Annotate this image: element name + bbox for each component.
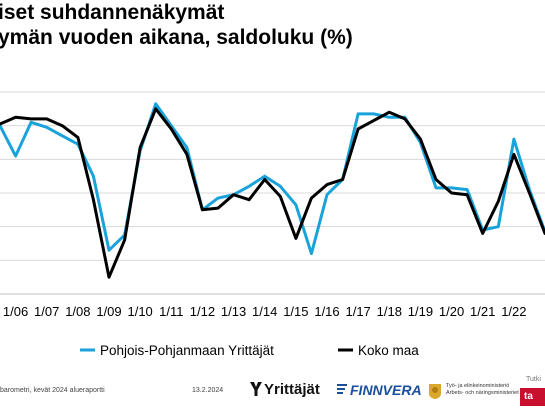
x-tick-label: 1/13	[221, 304, 246, 319]
x-tick-label: 1/07	[34, 304, 59, 319]
tutkimus-logo-box: ta	[520, 388, 545, 406]
x-tick-label: 1/20	[439, 304, 464, 319]
yrittajat-logo-text: Yrittäjät	[264, 381, 320, 398]
yrittajat-logo: Yrittäjät	[250, 380, 320, 398]
tem-line-2: Arbets- och näringsministeriet	[446, 390, 519, 396]
gridlines	[0, 91, 545, 295]
series-lines	[0, 102, 545, 279]
legend-label: Koko maa	[358, 343, 419, 358]
x-tick-label: 1/10	[127, 304, 152, 319]
tem-line-1: Työ- ja elinkeinoministeriö	[446, 383, 510, 389]
series-line-koko-maa	[0, 107, 545, 279]
chart-title-line-2: ymän vuoden aikana, saldoluku (%)	[0, 26, 353, 49]
finnvera-logo: FINNVERA	[336, 382, 422, 398]
chart-title: iset suhdannenäkymät ymän vuoden aikana,…	[0, 0, 353, 50]
x-tick-label: 1/17	[345, 304, 370, 319]
lion-crest-icon	[429, 384, 441, 399]
x-tick-label: 1/18	[377, 304, 402, 319]
x-tick-label: 1/09	[96, 304, 121, 319]
x-tick-label: 1/19	[408, 304, 433, 319]
x-tick-labels: 1/06 1/07 1/08 1/09 1/10 1/11 1/12 1/13 1/14 1/15…	[3, 304, 527, 319]
x-tick-label: 1/16	[314, 304, 339, 319]
yrittajat-mark-icon	[250, 382, 262, 396]
x-tick-label: 1/14	[252, 304, 277, 319]
x-tick-label: 1/06	[3, 304, 28, 319]
x-tick-label: 1/11	[159, 304, 183, 319]
legend: Pohjois-Pohjanmaan Yrittäjät Koko maa	[80, 343, 419, 358]
x-tick-label: 1/22	[501, 304, 526, 319]
x-tick-label: 1/21	[470, 304, 495, 319]
tutkimus-box-text: ta	[524, 391, 533, 402]
tutkimus-logo-text: Tutki	[526, 376, 541, 383]
footer-date: 13.2.2024	[192, 387, 224, 394]
x-tick-label: 1/15	[283, 304, 308, 319]
tem-logo-text: Työ- ja elinkeinoministeriö Arbets- och …	[446, 383, 519, 397]
finnvera-logo-text: FINNVERA	[350, 382, 422, 398]
legend-label: Pohjois-Pohjanmaan Yrittäjät	[100, 343, 274, 358]
x-tick-label: 1/12	[190, 304, 215, 319]
finnvera-mark-icon	[337, 384, 347, 394]
x-tick-label: 1/08	[65, 304, 90, 319]
chart-title-line-1: iset suhdannenäkymät	[0, 1, 225, 24]
footer-source: barometri, kevät 2024 alueraportti	[0, 387, 105, 394]
series-line-pohjois-pohjanmaa	[0, 102, 545, 256]
